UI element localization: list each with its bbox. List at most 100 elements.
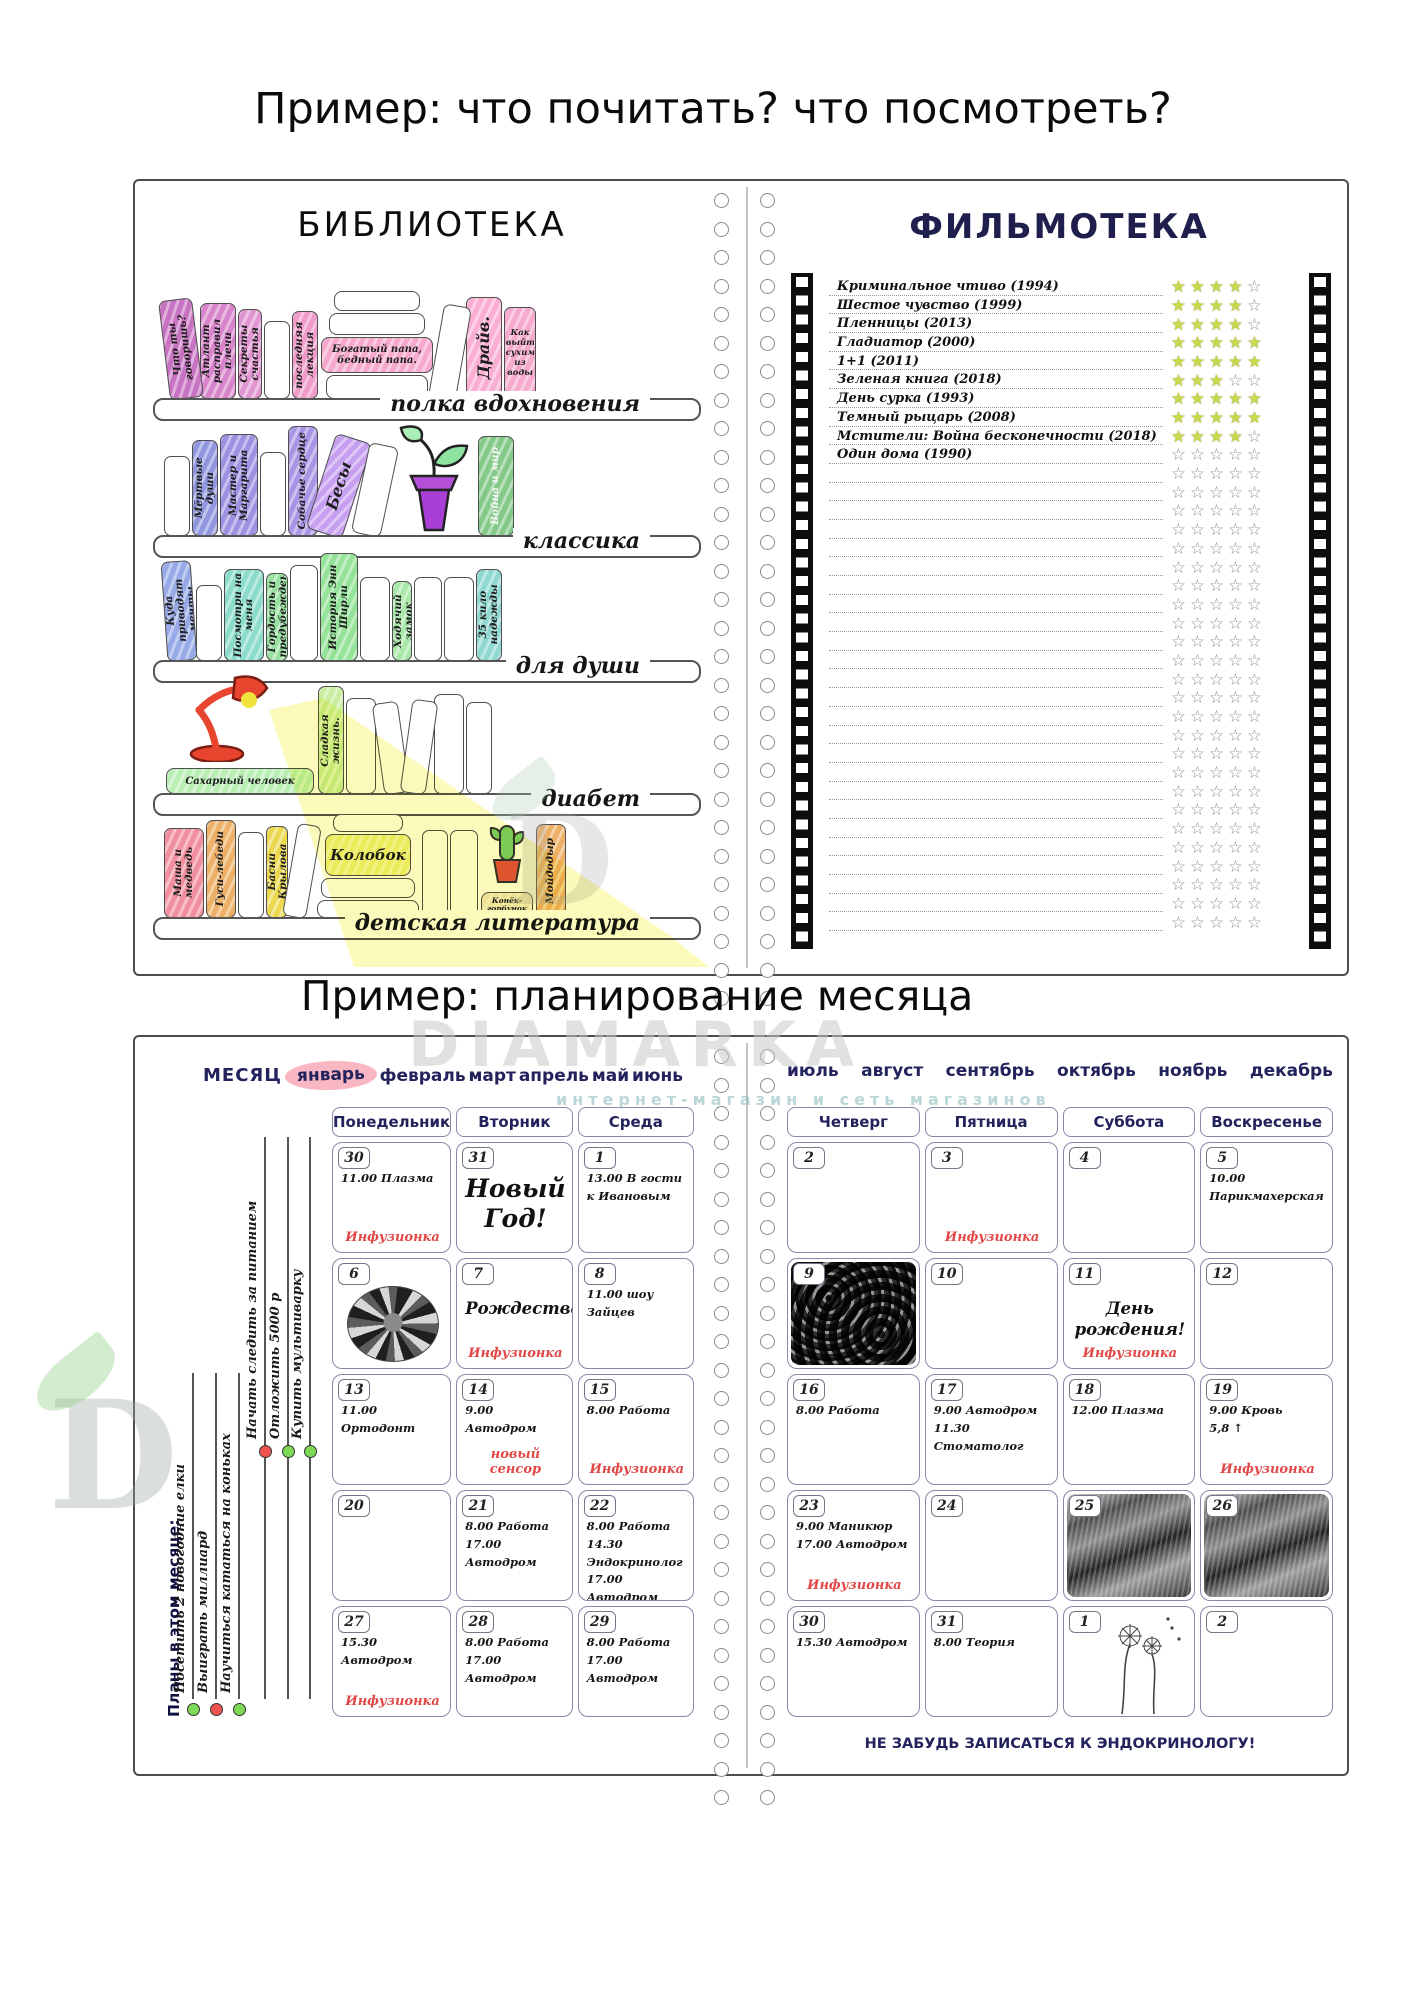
film-rating: ☆ ☆ ☆ ☆ ☆ <box>1163 447 1273 464</box>
spiral-hole <box>713 1505 729 1520</box>
day-number: 9 <box>793 1263 825 1285</box>
event-entry: 10.00 Парикмахерская <box>1209 1171 1324 1203</box>
month-name: июнь <box>632 1065 683 1086</box>
spiral-hole <box>713 392 729 408</box>
goal-line <box>287 1137 289 1699</box>
film-rating: ☆ ☆ ☆ ☆ ☆ <box>1163 484 1273 502</box>
film-rating: ★ ★ ★ ★ ☆ <box>1163 426 1273 446</box>
film-title <box>829 481 1163 483</box>
calendar-cell: 30 11.00 Плазма Инфузионка <box>332 1142 452 1253</box>
film-title <box>829 892 1163 894</box>
star-icon: ★ <box>1228 426 1243 446</box>
film-rating: ☆ ☆ ☆ ☆ ☆ <box>1163 912 1273 932</box>
cactus-icon <box>489 825 525 883</box>
book <box>164 456 190 536</box>
star-icon: ☆ <box>1247 837 1262 857</box>
spiral-hole <box>713 364 729 379</box>
event-entry: 12.00 Плазма <box>1071 1403 1164 1417</box>
goal-line <box>309 1137 311 1699</box>
months-row-right: июль август сентябрь октябрь ноябрь декабрь <box>787 1061 1333 1081</box>
book <box>282 822 322 920</box>
star-icon: ★ <box>1171 295 1186 315</box>
month-name: февраль <box>379 1065 466 1086</box>
day-number: 10 <box>930 1263 963 1285</box>
day-number: 11 <box>1068 1263 1101 1285</box>
star-icon: ☆ <box>1209 576 1224 596</box>
star-icon: ☆ <box>1247 520 1262 540</box>
film-row: ☆ ☆ ☆ ☆ ☆ <box>829 520 1273 539</box>
calendar-grid-left: Понедельник Вторник Среда 30 11.00 Плазма Инф… <box>332 1107 694 1717</box>
star-icon: ☆ <box>1228 781 1243 801</box>
star-icon: ☆ <box>1247 426 1262 446</box>
shelf-board: полка вдохновения <box>153 391 701 421</box>
star-icon: ☆ <box>1190 837 1205 857</box>
spiral-hole <box>759 563 775 579</box>
day-number: 24 <box>930 1495 963 1517</box>
goal-text: Научиться кататься на коньках <box>219 1433 234 1693</box>
day-number: 31 <box>930 1611 963 1633</box>
star-icon: ☆ <box>1171 875 1186 895</box>
book <box>422 830 448 918</box>
spiral-hole <box>759 1134 775 1150</box>
star-icon: ☆ <box>1171 613 1186 633</box>
day-number: 2 <box>793 1147 825 1169</box>
book-title: Сладкая жизнь. <box>319 713 342 767</box>
book-title: Мойдодыр <box>545 838 557 904</box>
star-icon: ★ <box>1247 351 1262 371</box>
film-title: Темный рыцарь (2008) <box>829 411 1163 427</box>
star-icon: ☆ <box>1171 576 1186 596</box>
calendar-cell: 6 <box>332 1258 452 1369</box>
reminder-footer: НЕ ЗАБУДЬ ЗАПИСАТЬСЯ К ЭНДОКРИНОЛОГУ! <box>864 1736 1256 1752</box>
day-number: 18 <box>1068 1379 1101 1401</box>
book <box>333 814 403 832</box>
spiral-hole <box>713 1334 729 1349</box>
event-entry: 15.30 Автодром <box>796 1635 908 1649</box>
day-number: 1 <box>1068 1611 1101 1633</box>
book <box>434 694 464 794</box>
book: Куда приводят мечты <box>160 560 198 662</box>
film-row: Темный рыцарь (2008) ★ ★ ★ ★ ★ <box>829 408 1273 427</box>
star-icon: ☆ <box>1228 576 1243 596</box>
star-icon: ☆ <box>1247 538 1262 558</box>
film-row: ☆ ☆ ☆ ☆ ☆ <box>829 501 1273 520</box>
calendar-cell: 21 8.00 Работа 17.00 Автодром <box>456 1490 573 1601</box>
month-name: октябрь <box>1057 1061 1136 1081</box>
spiral-hole <box>713 421 729 436</box>
leaf-icon <box>25 1330 127 1424</box>
star-icon: ★ <box>1171 277 1186 297</box>
spiral-hole <box>713 506 729 522</box>
spiral-hole <box>759 820 775 835</box>
book-stack: Колобок <box>317 812 419 918</box>
event-entry: 8.00 Теория <box>933 1635 1015 1649</box>
star-icon: ☆ <box>1190 538 1205 558</box>
film-title: Мстители: Война бесконечности (2018) <box>829 430 1163 446</box>
film-title <box>829 649 1163 651</box>
day-header: Суббота <box>1062 1107 1196 1137</box>
day-header: Пятница <box>924 1107 1058 1137</box>
film-row: ☆ ☆ ☆ ☆ ☆ <box>829 688 1273 707</box>
star-icon: ☆ <box>1190 912 1205 932</box>
star-icon: ☆ <box>1228 763 1243 783</box>
spiral-hole <box>713 820 729 835</box>
event-entry: 8.00 Работа <box>586 1403 671 1417</box>
reminder-note: новый сенсор <box>489 1447 542 1477</box>
spiral-hole <box>713 250 729 265</box>
month-label: МЕСЯЦ <box>203 1065 282 1086</box>
calendar-cell: 12 <box>1200 1258 1333 1369</box>
month-name: сентябрь <box>945 1061 1035 1081</box>
film-rating: ☆ ☆ ☆ ☆ ☆ <box>1163 538 1273 558</box>
spiral-hole <box>759 1220 775 1235</box>
star-icon: ★ <box>1209 389 1224 409</box>
book <box>360 577 390 661</box>
goal-line <box>264 1137 266 1699</box>
day-number: 17 <box>930 1379 963 1401</box>
book-title: Гуси-лебеди <box>215 831 227 907</box>
star-icon: ★ <box>1190 314 1205 334</box>
cactus-on-book: Конёк-горбунок <box>481 822 533 918</box>
section-title-reading: Пример: что почитать? что посмотреть? <box>254 84 1172 134</box>
star-icon: ☆ <box>1247 557 1262 577</box>
calendar-cell: 3 Инфузионка <box>924 1142 1058 1253</box>
film-list: Криминальное чтиво (1994) ★ ★ ★ ★ ☆ Шестое чув… <box>829 277 1273 932</box>
star-icon: ☆ <box>1247 856 1262 876</box>
event-entry: 17.00 Автодром <box>465 1652 537 1685</box>
